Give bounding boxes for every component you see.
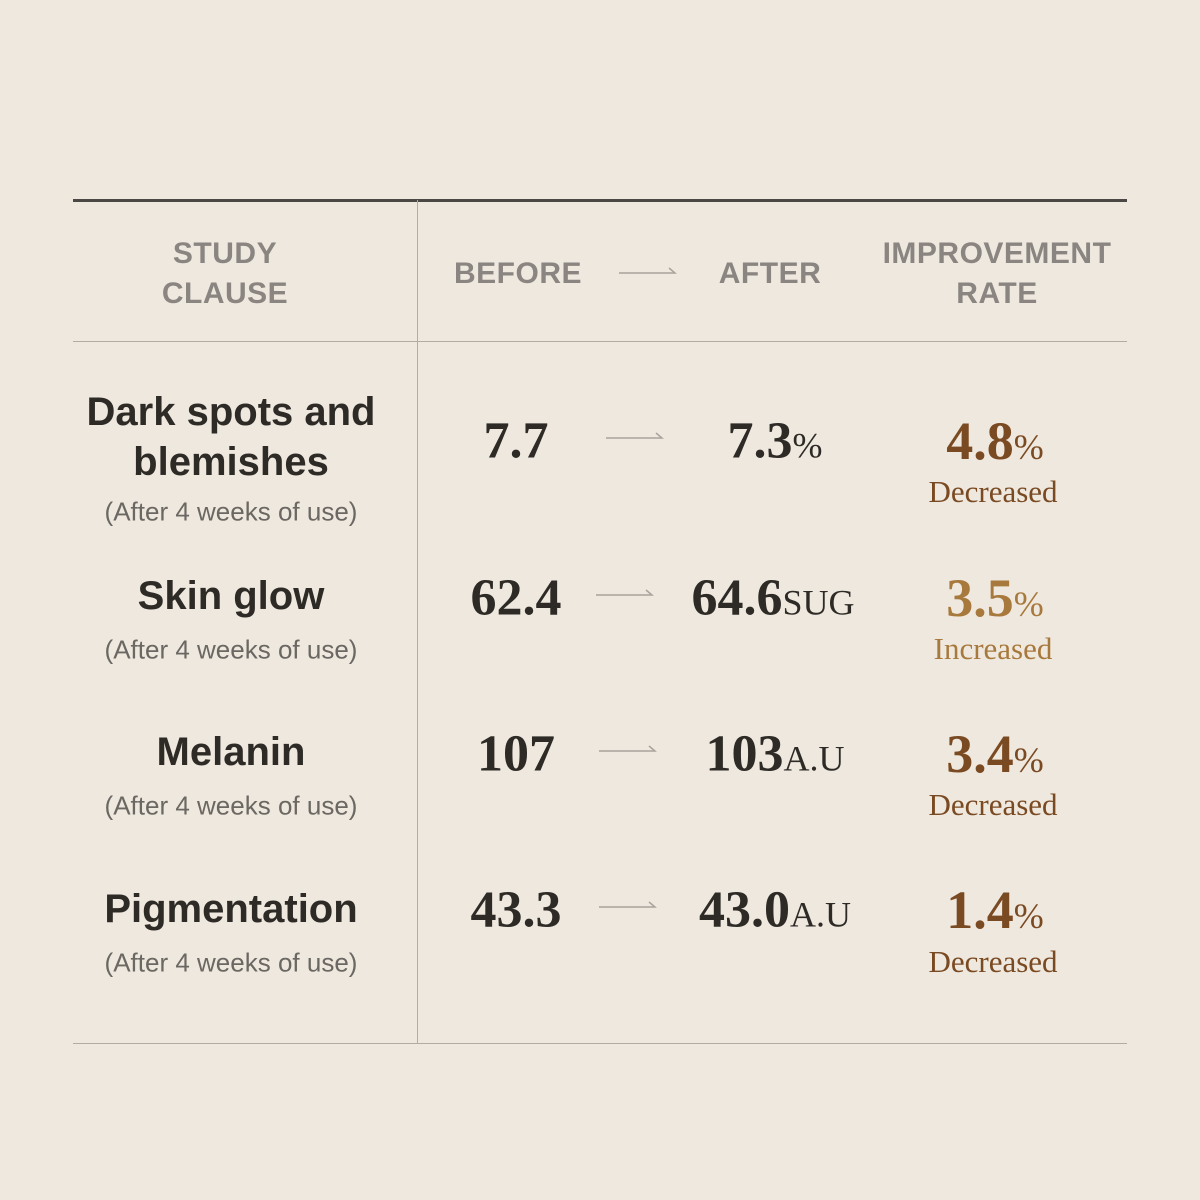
- clause-title-line: blemishes: [133, 440, 329, 484]
- arrow-icon: [596, 589, 654, 596]
- rate-number: 4.8: [946, 411, 1014, 471]
- rate-number: 3.5: [946, 568, 1014, 628]
- after-value: 7.3%: [728, 412, 823, 471]
- after-unit: %: [792, 425, 823, 466]
- after-number: 103: [705, 725, 784, 783]
- header-line: CLAUSE: [161, 277, 289, 310]
- clause-note: (After 4 weeks of use): [104, 496, 358, 527]
- after-value: 64.6SUG: [691, 569, 854, 628]
- header-line: IMPROVEMENT: [882, 237, 1112, 270]
- header-after: AFTER: [718, 257, 822, 290]
- after-number: 7.3: [727, 412, 793, 470]
- arrow-icon: [599, 901, 657, 908]
- after-value: 43.0A.U: [699, 881, 851, 940]
- clause-title-line: Pigmentation: [104, 887, 358, 931]
- header-improvement-rate: IMPROVEMENT RATE: [883, 234, 1112, 314]
- after-unit: A.U: [783, 738, 845, 779]
- clause-title-line: Melanin: [156, 730, 306, 774]
- after-unit: A.U: [790, 894, 851, 935]
- direction-label: Increased: [933, 631, 1053, 666]
- clause-title-line: Skin glow: [137, 574, 325, 618]
- header-before: BEFORE: [453, 257, 583, 290]
- arrow-icon: [606, 432, 664, 439]
- after-value: 103A.U: [706, 725, 845, 784]
- improvement-rate: 3.4%: [946, 723, 1044, 785]
- arrow-icon: [599, 745, 657, 752]
- before-value: 7.7: [483, 412, 549, 470]
- rate-number: 1.4: [946, 880, 1014, 940]
- arrow-icon: [619, 267, 677, 274]
- rate-unit: %: [1013, 427, 1044, 467]
- direction-label: Decreased: [928, 474, 1058, 509]
- rate-unit: %: [1013, 896, 1044, 936]
- table-bottom-border: [73, 1043, 1127, 1044]
- clause-title: Dark spots and blemishes: [87, 387, 376, 487]
- header-line: STUDY: [172, 237, 278, 270]
- improvement-rate: 1.4%: [946, 879, 1044, 941]
- clause-title: Pigmentation: [104, 884, 357, 934]
- direction-label: Decreased: [928, 787, 1058, 822]
- improvement-rate: 3.5%: [946, 567, 1044, 629]
- after-number: 64.6: [691, 569, 783, 627]
- rate-number: 3.4: [946, 724, 1014, 784]
- after-unit: SUG: [782, 582, 855, 623]
- direction-label: Decreased: [928, 944, 1058, 979]
- header-line: RATE: [956, 277, 1038, 310]
- clause-note: (After 4 weeks of use): [104, 790, 358, 821]
- clause-title-line: Dark spots and: [86, 390, 376, 434]
- header-study-clause: STUDY CLAUSE: [162, 234, 288, 314]
- before-value: 43.3: [470, 881, 562, 939]
- before-value: 62.4: [470, 569, 562, 627]
- rate-unit: %: [1013, 584, 1044, 624]
- clause-title: Melanin: [157, 727, 306, 777]
- table-top-border: [73, 199, 1127, 202]
- column-divider: [417, 200, 418, 1043]
- clause-note: (After 4 weeks of use): [104, 634, 358, 665]
- improvement-rate: 4.8%: [946, 410, 1044, 472]
- before-value: 107: [477, 725, 555, 783]
- clause-title: Skin glow: [138, 571, 325, 621]
- header-divider: [73, 341, 1127, 342]
- after-number: 43.0: [699, 881, 790, 939]
- clause-note: (After 4 weeks of use): [104, 947, 358, 978]
- rate-unit: %: [1013, 740, 1044, 780]
